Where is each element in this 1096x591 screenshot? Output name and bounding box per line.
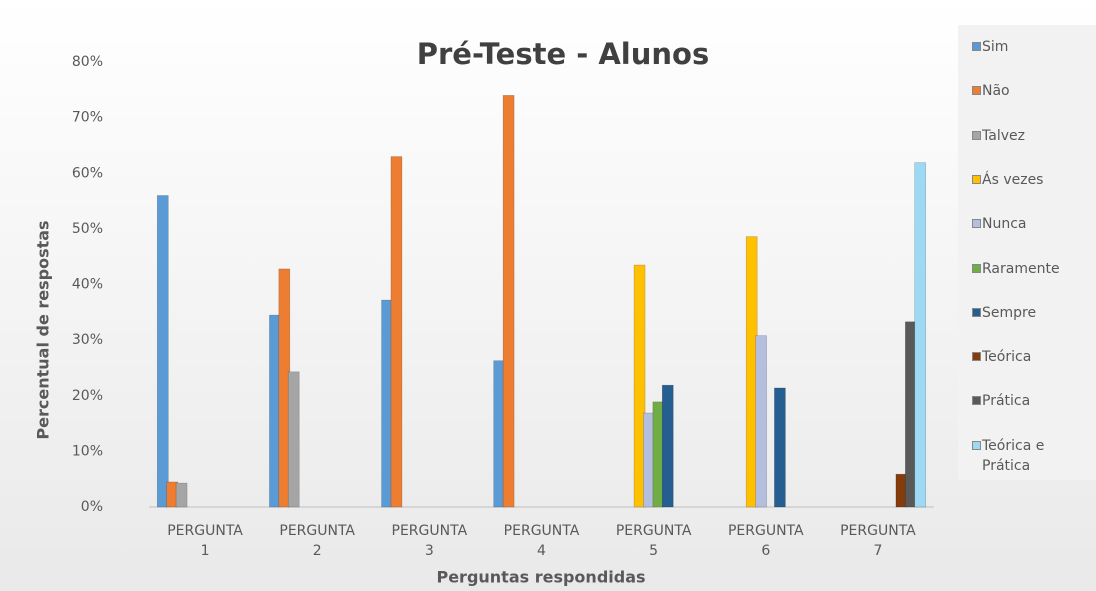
bar <box>755 335 767 508</box>
x-tick-label: PERGUNTA 6 <box>727 523 804 559</box>
legend-label: Talvez <box>982 127 1025 144</box>
legend-label: Teórica e Prática <box>982 437 1045 474</box>
x-tick-label: PERGUNTA 4 <box>503 523 580 559</box>
bar <box>914 162 927 508</box>
bar <box>661 384 674 508</box>
x-tick-label: PERGUNTA 1 <box>167 523 243 559</box>
y-tick-label: 50% <box>72 221 103 237</box>
legend-swatch <box>972 307 981 317</box>
legend-entry: Sim <box>972 37 1062 57</box>
x-tick-label: PERGUNTA 5 <box>615 523 692 559</box>
legend-label: Não <box>982 83 1010 100</box>
legend-entry: Ás vezes <box>972 170 1062 190</box>
y-tick-label: 10% <box>72 443 103 459</box>
legend-label: Teórica <box>982 349 1032 366</box>
bar <box>502 95 515 508</box>
legend-label: Nunca <box>982 216 1027 233</box>
legend-swatch <box>972 396 981 406</box>
bar <box>390 156 403 508</box>
legend-swatch <box>972 86 981 96</box>
legend-entry: Nunca <box>972 214 1062 234</box>
legend-swatch <box>972 130 981 140</box>
y-tick-label: 70% <box>72 110 103 126</box>
legend-label: Raramente <box>982 260 1060 277</box>
bar <box>287 371 300 508</box>
legend-swatch <box>972 440 981 450</box>
y-tick-label: 80% <box>72 54 103 70</box>
legend-entry: Teórica e Prática <box>972 436 1062 476</box>
legend-entry: Raramente <box>972 259 1062 279</box>
legend-entry: Prática <box>972 391 1062 411</box>
legend-box <box>958 25 1096 480</box>
x-tick-label: PERGUNTA 3 <box>391 523 468 559</box>
y-tick-label: 60% <box>72 165 103 181</box>
y-tick-label: 20% <box>72 388 103 404</box>
bar <box>175 482 188 508</box>
legend-swatch <box>972 219 981 229</box>
legend-entry: Talvez <box>972 126 1062 146</box>
legend-label: Sim <box>982 39 1009 55</box>
legend-label: Ás vezes <box>982 171 1044 188</box>
y-tick-label: 0% <box>81 499 103 515</box>
y-tick-label: 40% <box>72 277 103 293</box>
legend-swatch <box>972 263 981 273</box>
y-axis-title: Percentual de respostas <box>34 220 53 439</box>
bar <box>774 387 786 508</box>
legend-swatch <box>972 42 981 51</box>
legend-entry: Não <box>972 81 1062 101</box>
legend-label: Prática <box>982 393 1031 410</box>
x-axis-title: Perguntas respondidas <box>436 568 645 587</box>
legend-label: Sempre <box>982 304 1037 321</box>
y-tick-label: 30% <box>72 332 103 348</box>
chart-title: Pré-Teste - Alunos <box>417 37 709 71</box>
x-tick-label: PERGUNTA 2 <box>279 523 356 559</box>
bar <box>156 195 169 508</box>
legend-entry: Teórica <box>972 347 1062 367</box>
bar <box>633 264 646 508</box>
x-tick-label: PERGUNTA 7 <box>840 523 916 559</box>
legend-swatch <box>972 174 981 184</box>
legend-swatch <box>972 352 981 362</box>
legend-entry: Sempre <box>972 303 1062 323</box>
